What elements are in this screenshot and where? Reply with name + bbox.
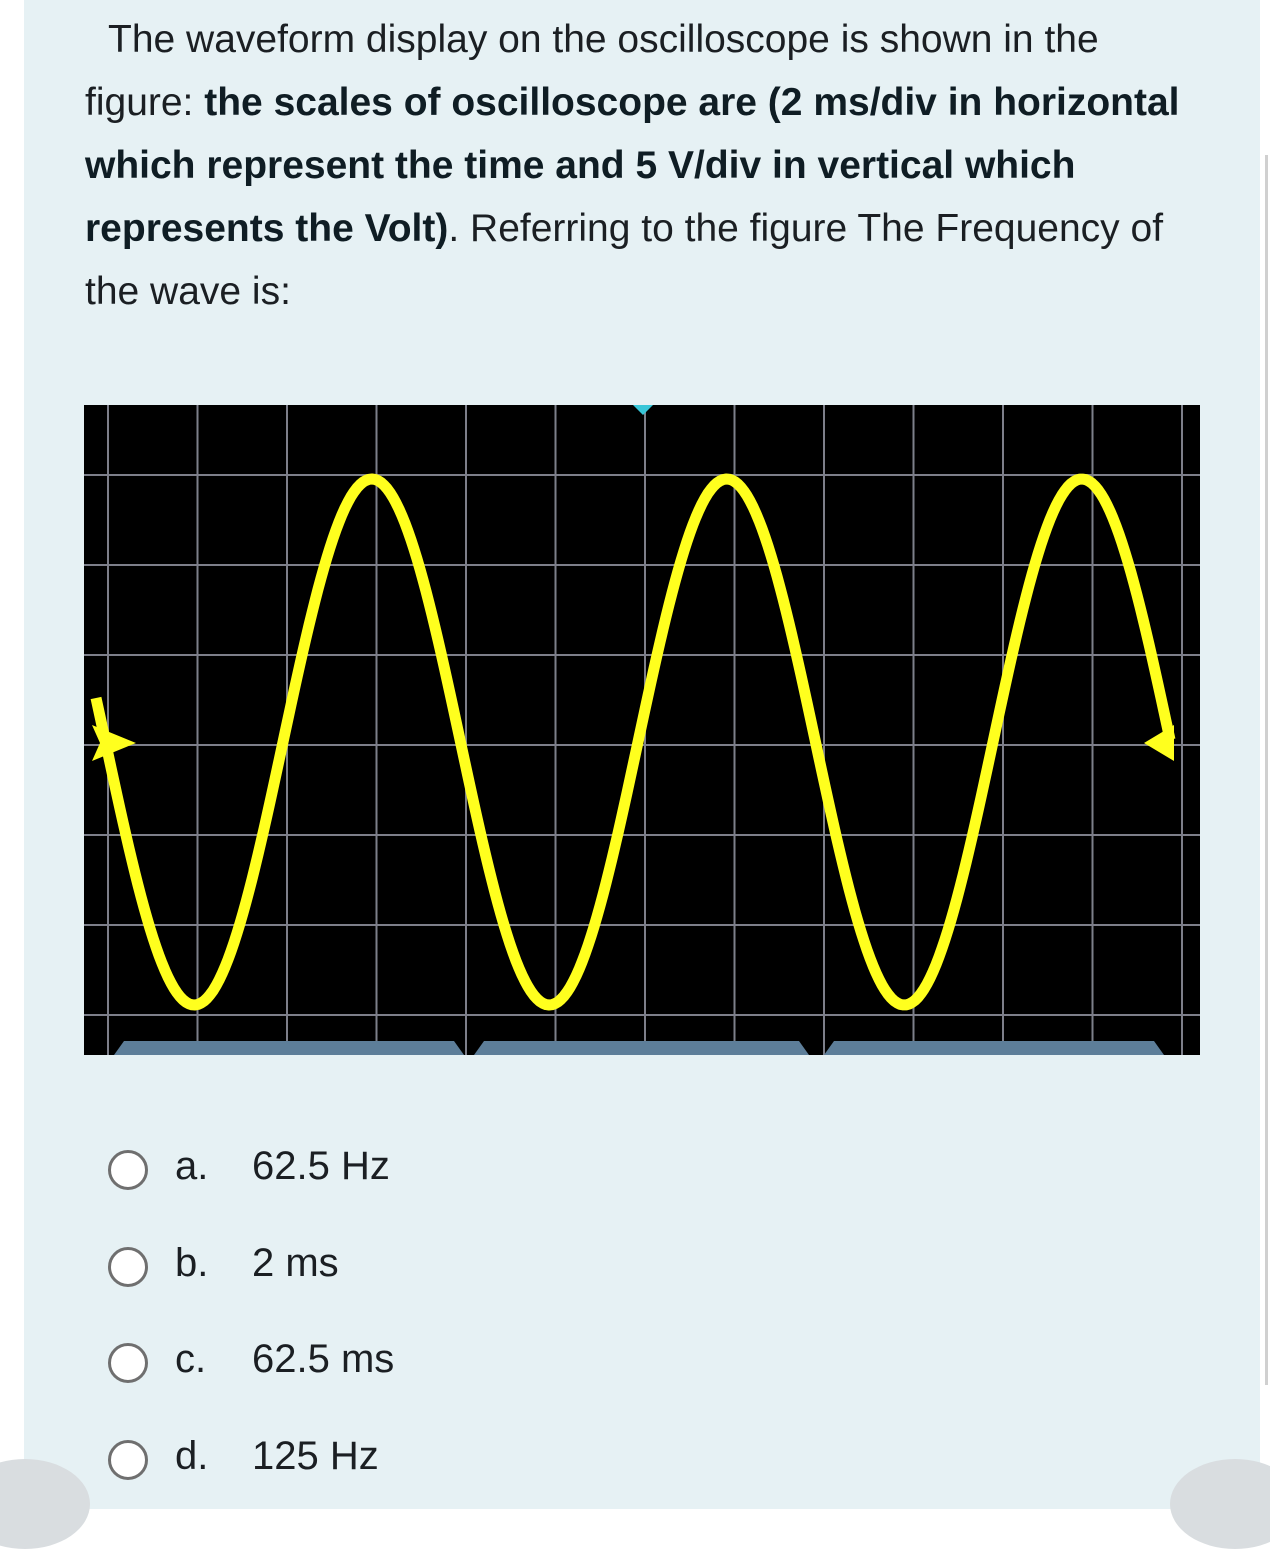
readout-tab (474, 1041, 809, 1055)
oscilloscope-image (84, 405, 1200, 1055)
question-segment: the scales of oscilloscope are (2 ms/div… (85, 81, 1180, 250)
option[interactable]: a. 62.5 Hz (106, 1140, 606, 1200)
option-letter: c. (175, 1337, 207, 1381)
option-letter: a. (175, 1144, 209, 1188)
radio-button[interactable] (108, 1150, 148, 1190)
question-segment: . Referring to the figure The Frequency … (85, 207, 1164, 313)
option-text: 2 ms (252, 1240, 339, 1285)
question-text: The waveform display on the oscilloscope… (85, 8, 1195, 323)
readout-tab (114, 1041, 464, 1055)
option-text: 62.5 ms (252, 1337, 395, 1381)
radio-button[interactable] (108, 1246, 148, 1287)
option-letter: d. (175, 1433, 209, 1478)
radio-button[interactable] (108, 1343, 148, 1383)
option-text: 125 Hz (252, 1433, 379, 1478)
option[interactable]: b. 2 ms (106, 1237, 606, 1297)
trigger-marker (633, 405, 653, 415)
waveform (90, 473, 1176, 1011)
radio-button[interactable] (108, 1439, 148, 1480)
graticule (84, 405, 1200, 1055)
readout-tab (824, 1041, 1164, 1055)
option[interactable]: d. 125 Hz (106, 1430, 606, 1490)
option-text: 62.5 Hz (252, 1144, 390, 1188)
option[interactable]: c. 62.5 ms (106, 1333, 606, 1393)
scrollbar (1265, 155, 1268, 1385)
option-letter: b. (175, 1240, 209, 1285)
question-segment: The waveform display on the oscilloscope… (85, 18, 1099, 124)
